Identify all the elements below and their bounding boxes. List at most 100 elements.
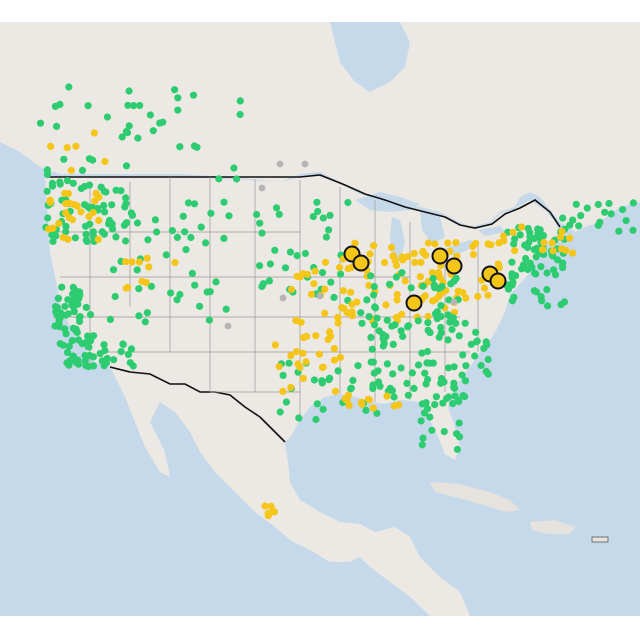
station-marker[interactable]: [472, 328, 480, 336]
station-marker[interactable]: [410, 384, 418, 392]
station-marker[interactable]: [287, 352, 295, 360]
station-marker[interactable]: [64, 296, 72, 304]
station-marker[interactable]: [411, 258, 419, 266]
station-marker[interactable]: [432, 393, 440, 401]
station-marker[interactable]: [327, 278, 335, 286]
station-marker[interactable]: [55, 309, 64, 317]
station-marker[interactable]: [65, 83, 73, 91]
station-marker[interactable]: [482, 338, 490, 346]
station-marker[interactable]: [174, 106, 182, 114]
station-marker[interactable]: [271, 246, 279, 254]
station-marker[interactable]: [428, 426, 436, 434]
station-marker[interactable]: [68, 216, 76, 224]
station-marker[interactable]: [202, 239, 210, 247]
station-marker[interactable]: [312, 332, 320, 340]
station-marker[interactable]: [310, 376, 318, 384]
station-marker[interactable]: [55, 219, 63, 227]
station-marker[interactable]: [122, 199, 130, 208]
station-marker[interactable]: [236, 110, 244, 119]
station-marker[interactable]: [286, 248, 294, 256]
station-marker[interactable]: [85, 155, 94, 163]
station-marker[interactable]: [76, 317, 84, 326]
station-marker[interactable]: [171, 86, 179, 94]
station-marker[interactable]: [101, 208, 109, 216]
station-marker[interactable]: [143, 309, 151, 317]
station-marker[interactable]: [302, 358, 310, 366]
station-marker[interactable]: [410, 249, 418, 257]
station-marker[interactable]: [92, 189, 100, 197]
station-marker[interactable]: [122, 237, 130, 245]
station-marker[interactable]: [336, 353, 344, 361]
station-marker[interactable]: [182, 246, 190, 254]
station-marker[interactable]: [149, 127, 157, 135]
station-marker[interactable]: [443, 394, 451, 403]
station-marker[interactable]: [331, 387, 340, 395]
station-marker[interactable]: [205, 316, 213, 324]
station-marker[interactable]: [111, 292, 119, 301]
station-marker[interactable]: [398, 310, 406, 318]
station-marker[interactable]: [416, 273, 424, 281]
station-marker[interactable]: [191, 281, 199, 289]
station-marker[interactable]: [452, 274, 460, 282]
station-marker[interactable]: [428, 269, 436, 277]
station-marker[interactable]: [220, 234, 228, 242]
station-marker[interactable]: [484, 240, 492, 248]
station-marker[interactable]: [112, 233, 120, 241]
station-marker[interactable]: [531, 269, 539, 277]
station-marker[interactable]: [271, 341, 279, 349]
station-marker[interactable]: [118, 133, 126, 141]
station-marker[interactable]: [321, 258, 330, 266]
station-marker[interactable]: [450, 298, 458, 306]
station-marker[interactable]: [344, 198, 352, 207]
station-marker[interactable]: [65, 342, 73, 350]
station-marker[interactable]: [619, 206, 627, 214]
station-marker[interactable]: [301, 249, 309, 258]
station-marker[interactable]: [363, 296, 371, 304]
station-marker[interactable]: [59, 341, 67, 349]
station-marker[interactable]: [56, 100, 64, 108]
station-marker[interactable]: [90, 129, 98, 137]
station-marker[interactable]: [276, 408, 284, 416]
station-marker[interactable]: [100, 341, 108, 349]
station-marker[interactable]: [176, 290, 184, 299]
station-marker[interactable]: [310, 280, 318, 288]
station-marker[interactable]: [422, 399, 430, 407]
station-marker[interactable]: [189, 91, 198, 99]
station-marker[interactable]: [276, 160, 284, 168]
station-marker[interactable]: [559, 264, 567, 272]
station-marker[interactable]: [294, 360, 302, 368]
station-marker[interactable]: [462, 362, 470, 370]
station-marker[interactable]: [508, 281, 516, 289]
station-marker[interactable]: [318, 269, 327, 277]
station-marker[interactable]: [348, 312, 356, 320]
station-marker[interactable]: [110, 356, 118, 364]
station-marker[interactable]: [125, 87, 133, 95]
station-marker[interactable]: [391, 256, 399, 264]
station-marker[interactable]: [397, 364, 405, 372]
station-marker[interactable]: [292, 348, 301, 356]
station-marker[interactable]: [477, 361, 485, 370]
station-marker[interactable]: [357, 309, 365, 317]
station-marker[interactable]: [544, 302, 552, 310]
station-marker[interactable]: [287, 285, 296, 294]
station-marker[interactable]: [281, 264, 290, 272]
station-marker[interactable]: [98, 357, 106, 365]
station-marker[interactable]: [374, 367, 382, 375]
station-marker[interactable]: [55, 319, 63, 327]
station-marker[interactable]: [440, 378, 448, 386]
station-marker[interactable]: [484, 291, 492, 299]
station-marker[interactable]: [480, 344, 488, 352]
station-marker[interactable]: [347, 288, 355, 296]
station-marker[interactable]: [133, 266, 141, 274]
station-marker[interactable]: [135, 312, 143, 320]
station-marker[interactable]: [125, 122, 133, 130]
station-marker[interactable]: [365, 313, 373, 321]
station-marker[interactable]: [373, 409, 381, 417]
station-marker[interactable]: [353, 298, 361, 306]
station-marker[interactable]: [67, 166, 75, 174]
station-marker[interactable]: [100, 201, 108, 210]
station-marker[interactable]: [370, 291, 378, 299]
station-marker[interactable]: [63, 359, 71, 367]
station-marker[interactable]: [444, 364, 453, 372]
station-marker[interactable]: [455, 332, 463, 340]
